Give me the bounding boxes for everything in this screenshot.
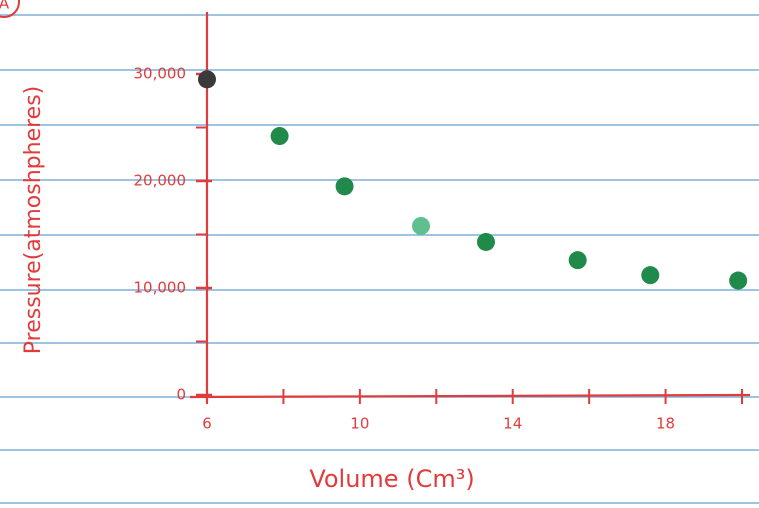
point: [641, 266, 659, 284]
point: [729, 272, 747, 290]
y-tick-label: 20,000: [134, 172, 187, 190]
notebook-lines: [0, 15, 759, 503]
point: [412, 217, 430, 235]
x-tick-label: 6: [202, 415, 212, 433]
point: [477, 233, 495, 251]
y-tick-label: 10,000: [134, 279, 187, 297]
point: [198, 70, 216, 88]
annotation: A: [0, 0, 10, 13]
x-tick-label: 10: [350, 415, 369, 433]
y-axis-label: Pressure(atmoshpheres): [21, 86, 46, 355]
point: [569, 251, 587, 269]
x-axis-label: Volume (Cm³): [309, 465, 474, 493]
point: [336, 177, 354, 195]
x-tick-label: 14: [503, 415, 522, 433]
x-tick-label: 18: [656, 415, 675, 433]
y-tick-label: 30,000: [134, 65, 187, 83]
y-tick-label: 0: [176, 386, 186, 404]
chart: A Volume (Cm³) Pressure(atmoshpheres) 0 1…: [0, 0, 759, 508]
point: [271, 127, 289, 145]
